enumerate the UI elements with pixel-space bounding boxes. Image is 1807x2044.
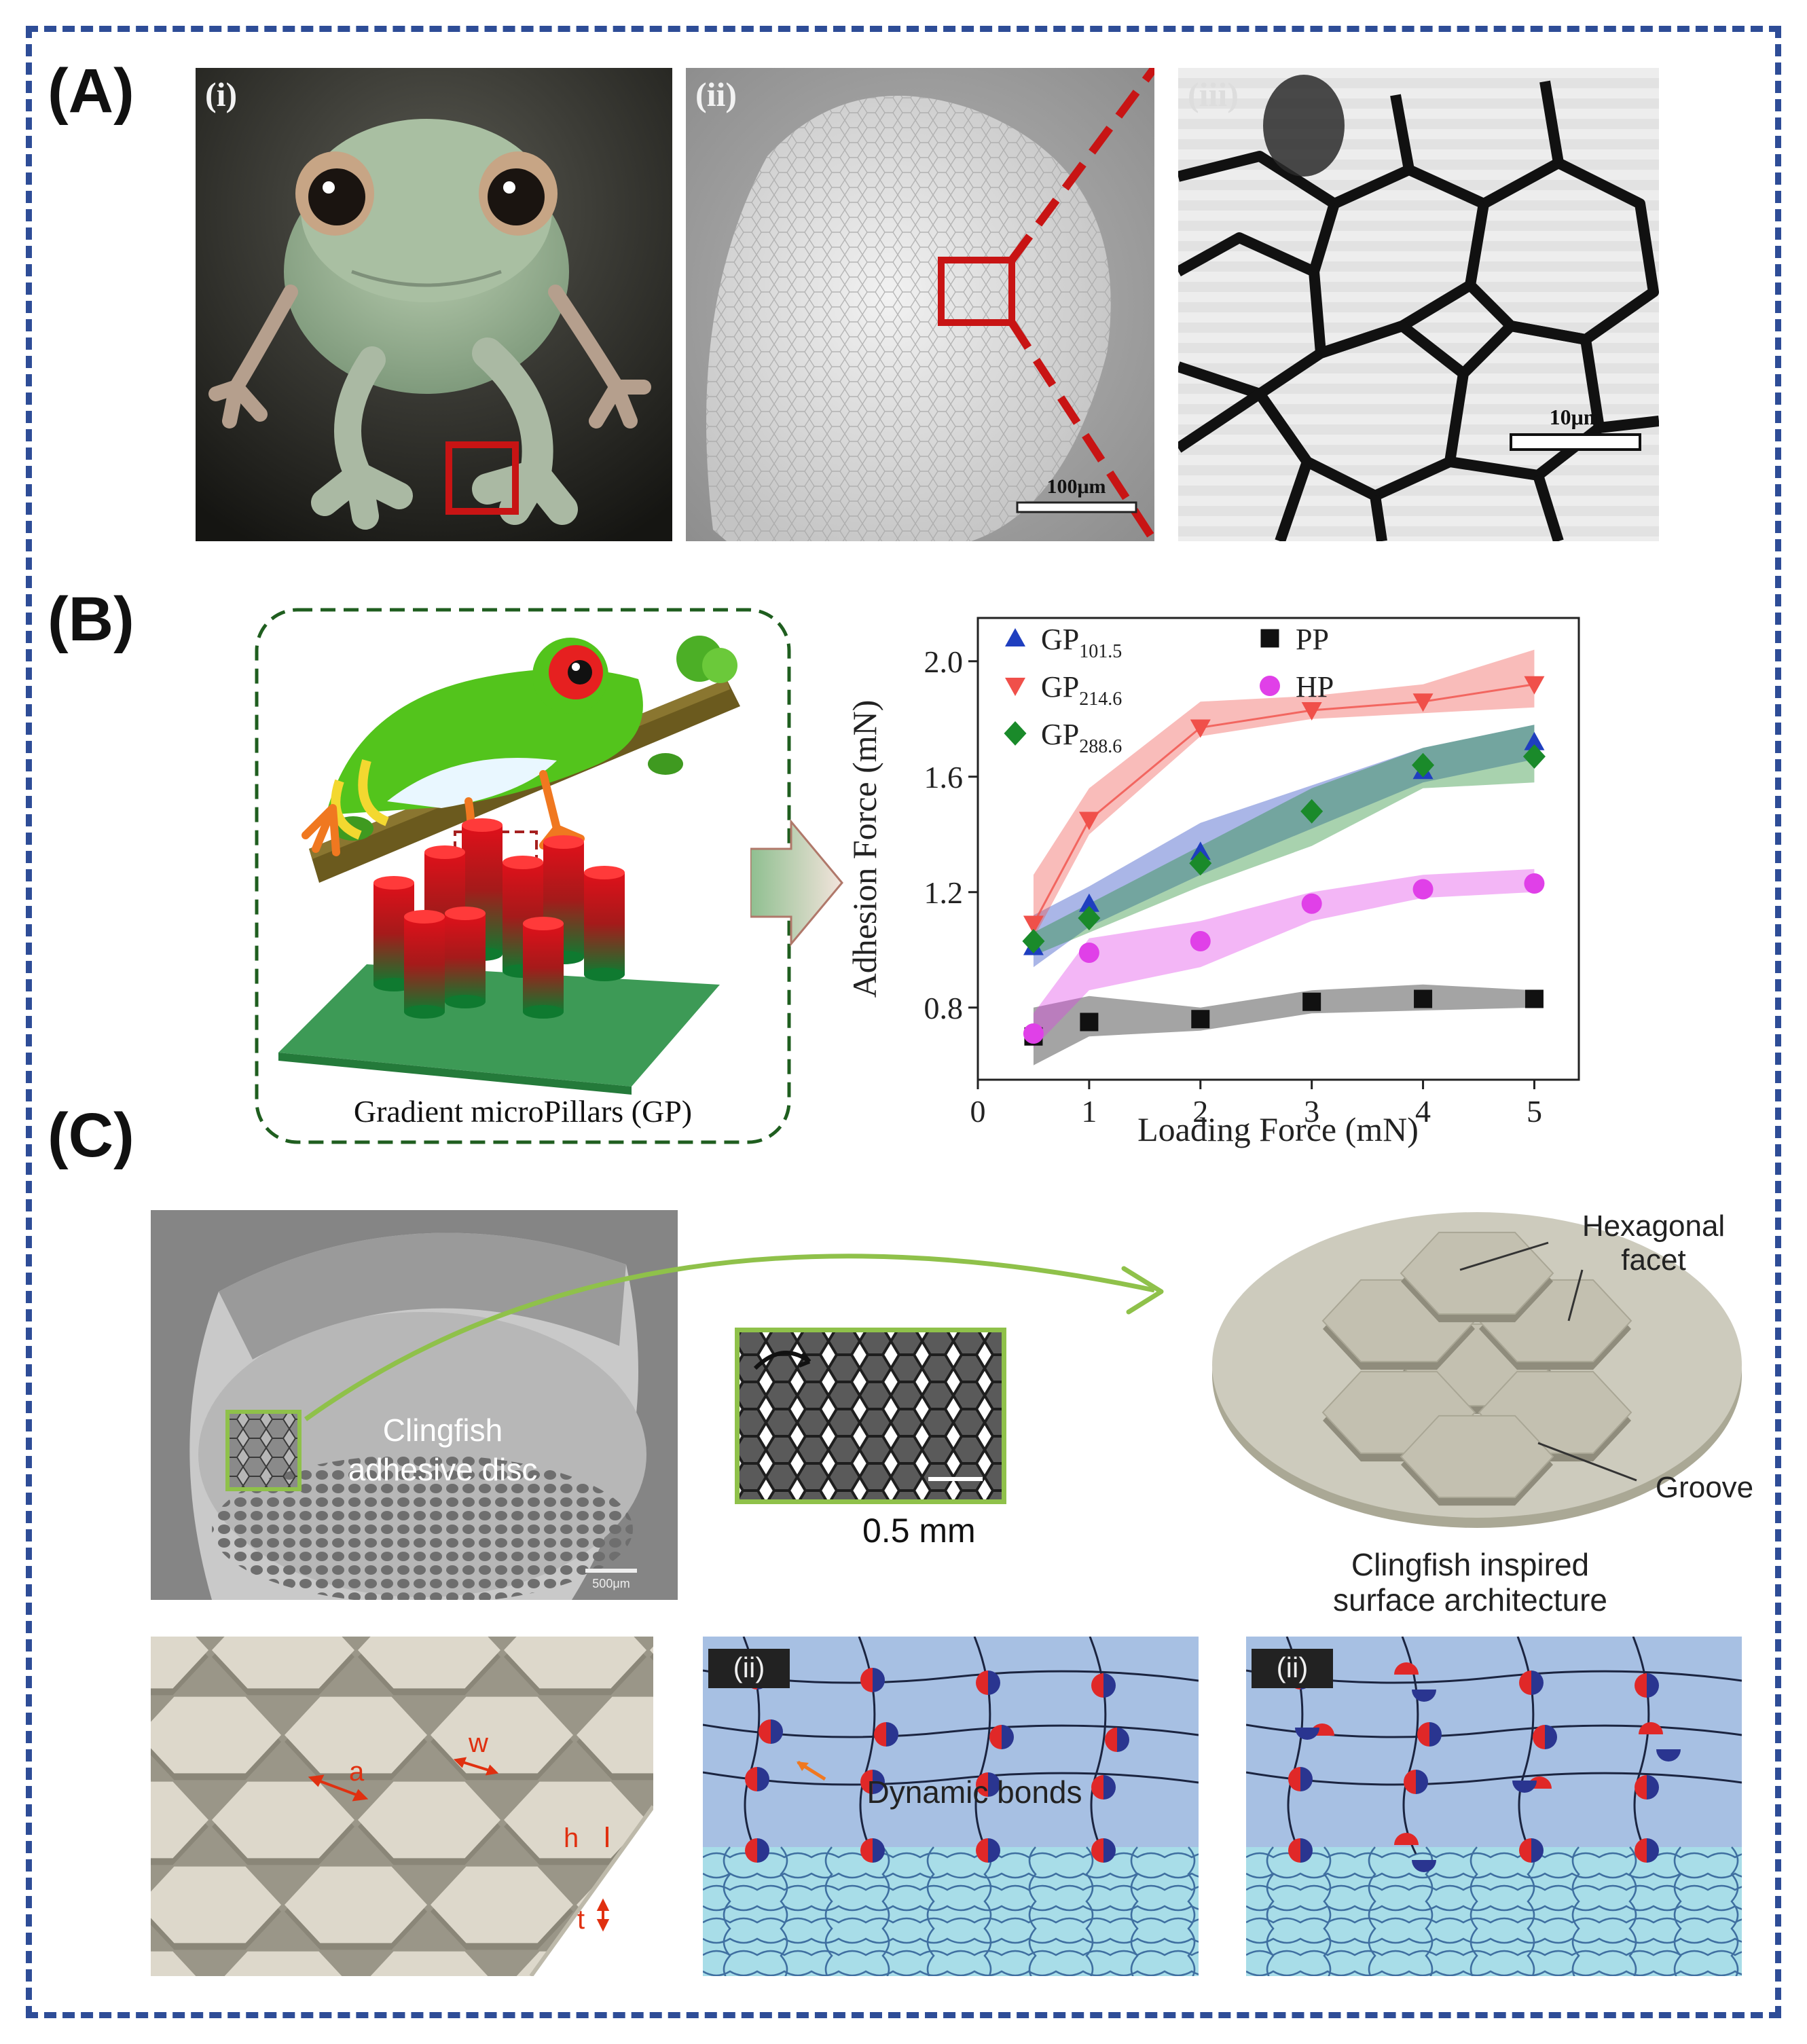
data-point bbox=[1080, 1012, 1099, 1032]
data-point bbox=[1412, 693, 1434, 712]
x-axis-label: Loading Force (mN) bbox=[1137, 1110, 1419, 1148]
data-point bbox=[1524, 873, 1545, 894]
dimension-h-label: h bbox=[564, 1823, 579, 1853]
hexagonal-facet-label-1: Hexagonal bbox=[1582, 1209, 1725, 1243]
architecture-caption-1: Clingfish inspired bbox=[1351, 1547, 1589, 1582]
clingfish-disc-sem: Clingfish adhesive disc 500μm bbox=[151, 1210, 678, 1600]
data-point bbox=[1414, 989, 1433, 1008]
x-tick-label: 5 bbox=[1527, 1094, 1542, 1129]
hexagonal-cells-sem: 10μm (iii) bbox=[1178, 68, 1659, 541]
arrow-to-chart-icon bbox=[750, 818, 843, 947]
sub-label-ii: (ii) bbox=[695, 75, 737, 113]
y-tick-label: 0.8 bbox=[924, 991, 964, 1025]
dimension-t-label: t bbox=[577, 1905, 585, 1935]
legend-label: PP bbox=[1296, 623, 1329, 656]
dynamic-bonds-diagram-broken: (ii) bbox=[1246, 1637, 1742, 1976]
data-point bbox=[1190, 841, 1211, 860]
data-point bbox=[1189, 851, 1212, 876]
dynamic-bonds-diagram-intact: (ii) Dynamic bonds bbox=[703, 1637, 1199, 1976]
data-point bbox=[1190, 719, 1211, 738]
dimension-w-label: w bbox=[468, 1728, 488, 1758]
adhesion-force-chart: 0 1 2 3 4 5 0.8 1.2 1.6 2.0 Loading Force (mN) Ad… bbox=[845, 617, 1580, 1148]
x-tick-label: 2 bbox=[1192, 1094, 1208, 1129]
dimension-a-label: a bbox=[349, 1757, 365, 1787]
groove-label: Groove bbox=[1656, 1471, 1753, 1504]
series-line bbox=[1032, 683, 1535, 925]
data-point bbox=[1525, 989, 1544, 1008]
x-tick-label: 4 bbox=[1415, 1094, 1431, 1129]
data-point bbox=[1301, 893, 1322, 914]
scale-bar-100um: 100μm bbox=[1047, 475, 1106, 498]
data-point bbox=[1522, 744, 1546, 769]
legend-label: HP bbox=[1296, 670, 1334, 704]
panel-label-c: (C) bbox=[48, 1101, 134, 1170]
y-tick-label: 2.0 bbox=[924, 644, 964, 679]
clingfish-zoom-inset bbox=[735, 1328, 1006, 1504]
data-point bbox=[1412, 879, 1434, 900]
hexagonal-architecture-diagram: Hexagonal facet Groove Clingfish inspire… bbox=[1212, 1209, 1753, 1616]
data-point bbox=[1023, 915, 1044, 934]
sub-label-iii: (iii) bbox=[1188, 75, 1239, 113]
series-band bbox=[1033, 869, 1535, 1048]
plot-frame bbox=[976, 617, 1580, 1081]
data-point bbox=[1022, 929, 1045, 953]
x-tick-label: 3 bbox=[1304, 1094, 1319, 1129]
scale-bar-10um: 10μm bbox=[1550, 405, 1602, 429]
series-band bbox=[1033, 725, 1535, 968]
y-tick-label: 1.6 bbox=[924, 760, 964, 795]
sub-label-i: (i) bbox=[205, 75, 238, 113]
y-tick-label: 1.2 bbox=[924, 875, 964, 910]
y-axis-label: Adhesion Force (mN) bbox=[845, 700, 883, 998]
series-band bbox=[1033, 649, 1535, 938]
legend-subscript: 288.6 bbox=[1079, 736, 1122, 757]
bond-panel-1-label: (ii) bbox=[733, 1651, 765, 1683]
zoom-scale-label: 0.5 mm bbox=[862, 1512, 976, 1550]
x-tick-label: 0 bbox=[970, 1094, 986, 1129]
disc-label-line2: adhesive disc bbox=[348, 1452, 538, 1487]
dynamic-bonds-label: Dynamic bonds bbox=[866, 1774, 1082, 1810]
data-point bbox=[1302, 992, 1321, 1011]
data-point bbox=[1300, 799, 1324, 824]
hexagon-dimension-diagram: a w h t bbox=[151, 1637, 653, 1976]
bond-panel-2-label: (ii) bbox=[1277, 1651, 1309, 1683]
series-band bbox=[1033, 725, 1535, 956]
legend-label: GP288.6 bbox=[1041, 718, 1122, 757]
data-point bbox=[1412, 752, 1435, 778]
legend-marker bbox=[1004, 721, 1027, 746]
data-point bbox=[1078, 943, 1099, 963]
legend-marker bbox=[1260, 676, 1280, 696]
legend-label: GP214.6 bbox=[1041, 670, 1122, 710]
legend-subscript: 101.5 bbox=[1079, 641, 1122, 662]
data-point bbox=[1023, 1023, 1044, 1044]
legend-marker bbox=[1005, 678, 1025, 696]
data-point bbox=[1524, 676, 1545, 695]
series-band bbox=[1033, 984, 1535, 1065]
figure-frame bbox=[26, 26, 1781, 2018]
schematic-caption: Gradient microPillars (GP) bbox=[353, 1094, 693, 1129]
data-point bbox=[1190, 931, 1211, 951]
hexagonal-facet-label-2: facet bbox=[1621, 1243, 1685, 1277]
architecture-caption-2: surface architecture bbox=[1333, 1582, 1607, 1616]
data-point bbox=[1191, 1010, 1210, 1029]
toe-pad-sem: 100μm (ii) bbox=[686, 68, 1154, 541]
disc-label-line1: Clingfish bbox=[383, 1412, 503, 1448]
gradient-micropillar-schematic: Gradient microPillars (GP) bbox=[251, 604, 795, 1148]
x-tick-label: 1 bbox=[1081, 1094, 1097, 1129]
sem-scale-bar: 500μm bbox=[592, 1577, 629, 1590]
panel-label-b: (B) bbox=[48, 585, 134, 654]
data-point bbox=[1524, 731, 1545, 750]
legend-subscript: 214.6 bbox=[1079, 689, 1122, 710]
data-point bbox=[1301, 702, 1322, 720]
curved-arrow-icon bbox=[304, 1254, 1164, 1421]
legend-label: GP101.5 bbox=[1041, 623, 1122, 662]
legend-marker bbox=[1260, 629, 1279, 648]
frog-photo: (i) bbox=[196, 68, 672, 541]
data-point bbox=[1078, 893, 1099, 912]
data-point bbox=[1078, 811, 1099, 831]
data-point bbox=[1078, 906, 1101, 930]
panel-label-a: (A) bbox=[48, 56, 134, 126]
legend-marker bbox=[1005, 628, 1025, 646]
